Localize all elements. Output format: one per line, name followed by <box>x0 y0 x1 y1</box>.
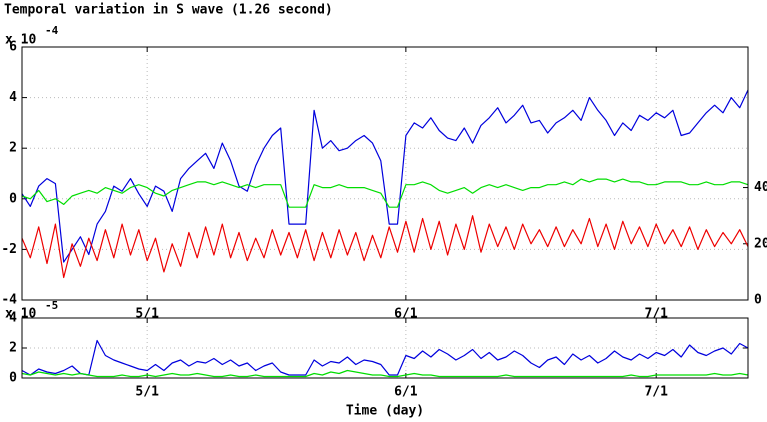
y-tick-label: 6 <box>9 40 17 55</box>
y-tick-label: 0 <box>9 371 17 386</box>
y-scale-exponent: -4 <box>45 24 59 37</box>
data-line <box>21 339 749 376</box>
x-tick-label: 7/1 <box>644 385 668 400</box>
y-scale-exponent: -5 <box>45 299 58 312</box>
y2-tick-label: 40 <box>754 180 767 195</box>
x-tick-label: 5/1 <box>135 385 159 400</box>
y-tick-label: 4 <box>9 90 17 105</box>
y-tick-label: -2 <box>1 242 17 257</box>
data-line <box>21 215 749 279</box>
x-tick-label: 6/1 <box>394 385 418 400</box>
y-tick-label: 2 <box>9 141 17 156</box>
y-tick-label: 2 <box>9 341 17 356</box>
data-line <box>21 89 749 263</box>
y-tick-label: 4 <box>9 311 17 326</box>
y2-tick-label: 0 <box>754 293 762 308</box>
chart-title: Temporal variation in S wave (1.26 secon… <box>4 3 333 18</box>
axes-frame <box>21 317 749 379</box>
y-scale-base: x 10 <box>5 33 36 48</box>
y-tick-label: -4 <box>1 293 17 308</box>
data-line <box>21 178 749 208</box>
axes-frame <box>21 46 749 301</box>
y-tick-label: 0 <box>9 191 17 206</box>
data-line <box>21 369 749 378</box>
y2-tick-label: 20 <box>754 236 767 251</box>
x-axis-label: Time (day) <box>346 404 424 419</box>
